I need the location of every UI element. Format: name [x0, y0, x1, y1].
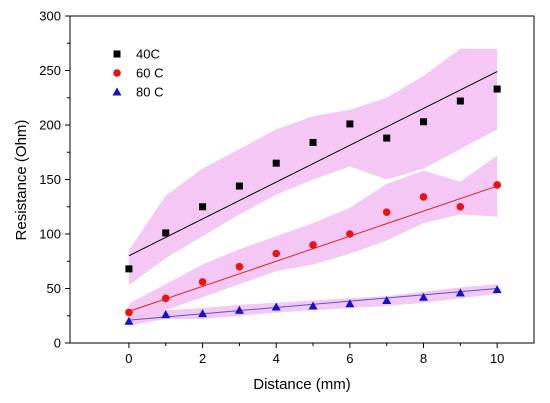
point-series-1-x8: [420, 118, 428, 126]
point-series-1-x10: [493, 85, 501, 93]
legend-label-series-2: 60 C: [136, 66, 163, 81]
data-points: [124, 85, 502, 325]
x-tick-label: 4: [273, 351, 280, 366]
y-tick-label: 0: [54, 336, 61, 351]
point-series-1-x2: [199, 203, 207, 211]
point-series-2-x7: [382, 208, 391, 216]
band-series-2: [128, 155, 498, 319]
x-tick-label: 6: [346, 351, 353, 366]
x-tick-label: 0: [125, 351, 132, 366]
point-series-1-x4: [272, 159, 280, 167]
point-series-3-x6: [345, 299, 355, 308]
confidence-bands: [128, 48, 498, 326]
point-series-2-x3: [235, 262, 244, 271]
point-series-3-x0: [124, 316, 134, 325]
y-tick-label: 50: [47, 281, 61, 296]
x-axis-label: Distance (mm): [253, 376, 351, 393]
y-axis-ticks: 0 50 100 150 200 250 300: [39, 9, 70, 351]
point-series-3-x5: [308, 301, 318, 310]
band-series-1: [128, 48, 498, 286]
point-series-1-x9: [456, 97, 464, 105]
point-series-1-x1: [162, 229, 170, 237]
point-series-3-x10: [492, 285, 502, 294]
point-series-3-x4: [271, 302, 281, 311]
point-series-3-x2: [198, 309, 208, 318]
y-axis-label: Resistance (Ohm): [13, 120, 30, 241]
point-series-1-x6: [346, 120, 354, 128]
y-tick-label: 250: [39, 63, 61, 78]
point-series-2-x5: [309, 241, 317, 249]
legend-marker-series-3: [112, 87, 122, 96]
point-series-2-x0: [125, 308, 133, 317]
point-series-3-x3: [234, 305, 244, 314]
x-tick-label: 2: [199, 351, 206, 366]
legend: 40C 60 C 80 C: [112, 47, 163, 100]
y-tick-label: 200: [39, 118, 61, 133]
fit-line-series-2: [128, 185, 498, 312]
point-series-1-x0: [125, 265, 133, 273]
point-series-1-x3: [235, 182, 243, 190]
point-series-3-x7: [382, 295, 392, 304]
point-series-2-x4: [272, 249, 281, 258]
legend-label-series-3: 80 C: [136, 85, 163, 100]
point-series-1-x5: [309, 138, 317, 146]
point-series-2-x8: [419, 193, 428, 201]
fit-line-series-1: [128, 71, 498, 257]
point-series-3-x1: [161, 310, 171, 319]
y-tick-label: 100: [39, 227, 61, 242]
x-tick-label: 10: [490, 351, 504, 366]
point-series-2-x2: [198, 278, 207, 286]
point-series-2-x1: [161, 294, 170, 303]
point-series-2-x6: [346, 230, 354, 238]
y-tick-label: 300: [39, 9, 61, 24]
point-series-3-x8: [419, 292, 429, 301]
point-series-1-x7: [383, 134, 391, 142]
legend-marker-series-1: [113, 50, 121, 58]
x-tick-label: 8: [420, 351, 427, 366]
x-axis-ticks: 0 2 4 6 8 10: [125, 343, 504, 366]
y-tick-label: 150: [39, 172, 61, 187]
point-series-2-x10: [493, 181, 501, 189]
point-series-3-x9: [455, 288, 465, 297]
legend-label-series-1: 40C: [136, 47, 160, 62]
point-series-2-x9: [456, 202, 465, 211]
legend-marker-series-2: [113, 69, 121, 77]
